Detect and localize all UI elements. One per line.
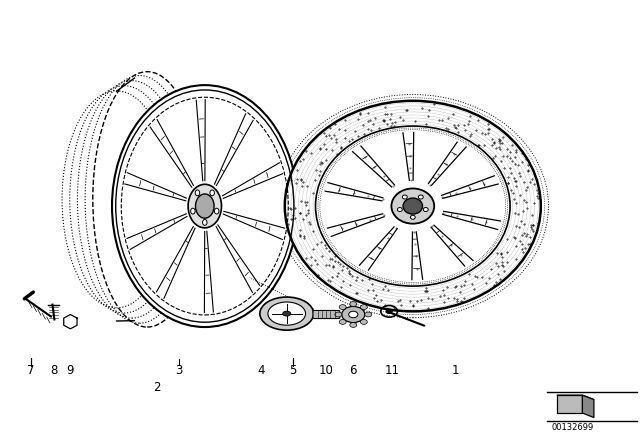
Text: 8: 8 bbox=[50, 364, 58, 377]
Ellipse shape bbox=[196, 194, 214, 218]
Text: 5: 5 bbox=[289, 364, 297, 377]
Ellipse shape bbox=[210, 190, 214, 196]
Ellipse shape bbox=[283, 311, 291, 316]
Ellipse shape bbox=[342, 306, 365, 323]
Polygon shape bbox=[557, 395, 582, 413]
Ellipse shape bbox=[188, 184, 221, 228]
Ellipse shape bbox=[339, 319, 346, 324]
Text: 00132699: 00132699 bbox=[552, 423, 594, 432]
Ellipse shape bbox=[316, 126, 510, 286]
Ellipse shape bbox=[360, 319, 367, 324]
Ellipse shape bbox=[365, 312, 372, 317]
FancyBboxPatch shape bbox=[313, 310, 340, 319]
Text: 10: 10 bbox=[319, 364, 334, 377]
Ellipse shape bbox=[360, 305, 367, 310]
Ellipse shape bbox=[386, 309, 392, 314]
Ellipse shape bbox=[392, 189, 434, 224]
Text: 6: 6 bbox=[349, 364, 357, 377]
Ellipse shape bbox=[214, 208, 219, 214]
Ellipse shape bbox=[403, 195, 407, 199]
Ellipse shape bbox=[112, 85, 298, 327]
Text: 2: 2 bbox=[153, 381, 161, 394]
Ellipse shape bbox=[339, 305, 346, 310]
Ellipse shape bbox=[191, 208, 195, 214]
Ellipse shape bbox=[397, 207, 403, 211]
Ellipse shape bbox=[350, 302, 356, 306]
Ellipse shape bbox=[419, 195, 423, 199]
Text: 3: 3 bbox=[175, 364, 183, 377]
Polygon shape bbox=[557, 395, 594, 400]
Polygon shape bbox=[582, 395, 594, 418]
Ellipse shape bbox=[350, 323, 356, 327]
Ellipse shape bbox=[268, 302, 305, 325]
Ellipse shape bbox=[349, 311, 358, 318]
Ellipse shape bbox=[403, 198, 422, 214]
Ellipse shape bbox=[195, 190, 200, 196]
Text: 4: 4 bbox=[257, 364, 265, 377]
Text: 7: 7 bbox=[27, 364, 35, 377]
Ellipse shape bbox=[285, 101, 541, 311]
Text: 1: 1 bbox=[452, 364, 460, 377]
Text: 9: 9 bbox=[67, 364, 74, 377]
Ellipse shape bbox=[260, 297, 314, 330]
Ellipse shape bbox=[423, 207, 428, 211]
Ellipse shape bbox=[410, 215, 415, 219]
Ellipse shape bbox=[203, 220, 207, 225]
Ellipse shape bbox=[335, 312, 342, 317]
Text: 11: 11 bbox=[384, 364, 399, 377]
